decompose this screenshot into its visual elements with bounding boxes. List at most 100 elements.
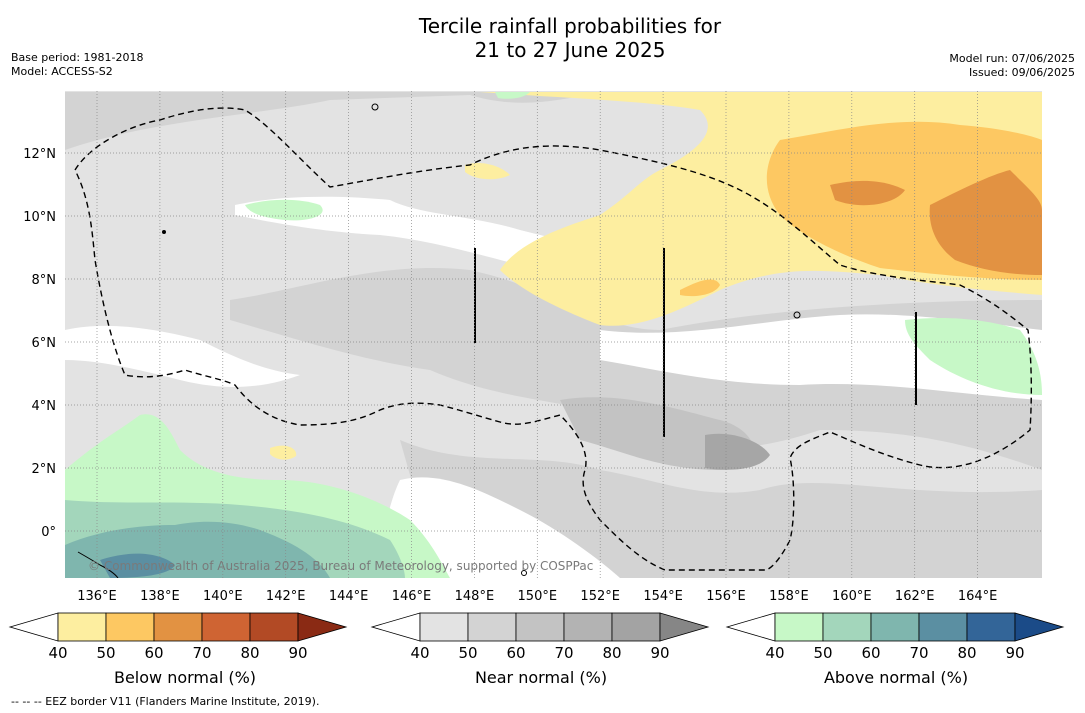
longitude-label: 136°E: [77, 589, 117, 604]
colorbar-segment: [249, 612, 299, 642]
longitude-label: 150°E: [518, 589, 558, 604]
colorbar-label-above: Above normal (%): [823, 668, 969, 687]
map-panel: [65, 91, 1042, 578]
above-normal-50-region: [495, 92, 530, 99]
model-run: Model run: 07/06/2025: [949, 52, 1075, 65]
title-line-1: Tercile rainfall probabilities for: [418, 14, 722, 38]
latitude-label: 0°: [41, 525, 56, 540]
colorbar-segment: [774, 612, 824, 642]
colorbar-tick-label: 40: [48, 644, 67, 662]
colorbar-tick-label: 90: [1005, 644, 1024, 662]
meta-right: Model run: 07/06/2025 Issued: 09/06/2025: [949, 52, 1075, 80]
graticule: [65, 91, 1042, 578]
below-normal-60-region: [680, 279, 720, 297]
island-outline: [371, 103, 379, 111]
longitude-label: 160°E: [832, 589, 872, 604]
near-normal-60-region: [65, 92, 600, 150]
island-outline: [521, 570, 527, 576]
longitude-labels: 136°E 138°E 140°E 142°E 144°E 146°E 148°E 150°E…: [77, 589, 997, 604]
colorbar: 40 50 60 70 80 90: [8, 612, 348, 662]
colorbar-segment: [153, 612, 203, 642]
colorbar-tick-label: 60: [144, 644, 163, 662]
copyright-text: © Commonwealth of Australia 2025, Bureau…: [88, 559, 593, 573]
colorbar-segment: [57, 612, 107, 642]
colorbar-arrow-low: [8, 612, 59, 642]
below-normal-70-region: [830, 180, 905, 206]
longitude-label: 158°E: [769, 589, 809, 604]
above-normal-80-region: [100, 553, 175, 578]
eez-border: [74, 107, 1032, 571]
map-title: Tercile rainfall probabilities for 21 to…: [0, 14, 1085, 62]
latitude-label: 6°N: [32, 336, 57, 351]
colorbar-arrow-high: [659, 612, 710, 642]
colorbars: 40 50 60 70 80 90 40 50 60 70 80 90 40 50 60 70 80 90: [8, 612, 1065, 662]
latitude-labels: 12°N 10°N 8°N 6°N 4°N 2°N 0°: [23, 147, 56, 540]
longitude-label: 154°E: [643, 589, 683, 604]
longitude-label: 152°E: [580, 589, 620, 604]
colorbar-tick-label: 70: [909, 644, 928, 662]
longitude-label: 138°E: [140, 589, 180, 604]
colorbar-arrow-low: [370, 612, 421, 642]
colorbar-segment: [611, 612, 661, 642]
model-name: Model: ACCESS-S2: [11, 65, 113, 78]
colorbar-tick-label: 90: [650, 644, 669, 662]
colorbar-tick-label: 40: [765, 644, 784, 662]
colorbar-tick-label: 40: [410, 644, 429, 662]
colorbar-tick-label: 80: [602, 644, 621, 662]
colorbar-tick-label: 50: [458, 644, 477, 662]
colorbar-segment: [918, 612, 968, 642]
colorbar-tick-label: 80: [957, 644, 976, 662]
longitude-label: 148°E: [455, 589, 495, 604]
colorbar-segment: [105, 612, 155, 642]
latitude-label: 10°N: [23, 210, 56, 225]
colorbar-segment: [201, 612, 251, 642]
latitude-label: 4°N: [32, 399, 57, 414]
colorbar-tick-label: 90: [288, 644, 307, 662]
no-dominant-region: [65, 325, 300, 387]
latitude-label: 2°N: [32, 462, 57, 477]
colorbar-segment: [467, 612, 517, 642]
no-dominant-region: [380, 477, 620, 578]
colorbar-tick-label: 70: [554, 644, 573, 662]
below-normal-50-region: [465, 163, 510, 180]
island-outline: [77, 551, 119, 578]
near-normal-80-region: [705, 433, 770, 470]
island-outline: [162, 230, 166, 234]
colorbar-arrow-high: [1014, 612, 1065, 642]
colorbar-tick-label: 50: [813, 644, 832, 662]
colorbar-label-near: Near normal (%): [474, 668, 608, 687]
colorbar-segment: [870, 612, 920, 642]
colorbar-segment: [419, 612, 469, 642]
longitude-label: 144°E: [329, 589, 369, 604]
base-period: Base period: 1981-2018: [11, 51, 144, 64]
longitude-label: 164°E: [958, 589, 998, 604]
meta-left: Base period: 1981-2018 Model: ACCESS-S2: [11, 51, 143, 79]
longitude-label: 156°E: [706, 589, 746, 604]
longitude-label: 162°E: [895, 589, 935, 604]
colorbar-segment: [822, 612, 872, 642]
colorbar-tick-label: 50: [96, 644, 115, 662]
below-normal-50-region: [270, 445, 297, 460]
latitude-label: 8°N: [32, 273, 57, 288]
colorbar-segment: [515, 612, 565, 642]
longitude-label: 140°E: [203, 589, 243, 604]
longitude-label: 142°E: [266, 589, 306, 604]
title-line-2: 21 to 27 June 2025: [474, 38, 666, 62]
above-normal-50-region: [245, 199, 323, 221]
latitude-label: 12°N: [23, 147, 56, 162]
colorbar-arrow-high: [297, 612, 348, 642]
colorbar-segment: [563, 612, 613, 642]
colorbar: 40 50 60 70 80 90: [370, 612, 710, 662]
colorbar: 40 50 60 70 80 90: [725, 612, 1065, 662]
above-normal-50-region: [905, 318, 1042, 395]
issued-date: Issued: 09/06/2025: [968, 66, 1075, 79]
colorbar-segment: [966, 612, 1016, 642]
longitude-label: 146°E: [392, 589, 432, 604]
colorbar-tick-label: 70: [192, 644, 211, 662]
colorbar-tick-label: 60: [861, 644, 880, 662]
island-outline: [793, 311, 801, 319]
colorbar-tick-label: 60: [506, 644, 525, 662]
eez-legend-footer: -- -- -- EEZ border V11 (Flanders Marine…: [11, 695, 320, 708]
colorbar-arrow-low: [725, 612, 776, 642]
